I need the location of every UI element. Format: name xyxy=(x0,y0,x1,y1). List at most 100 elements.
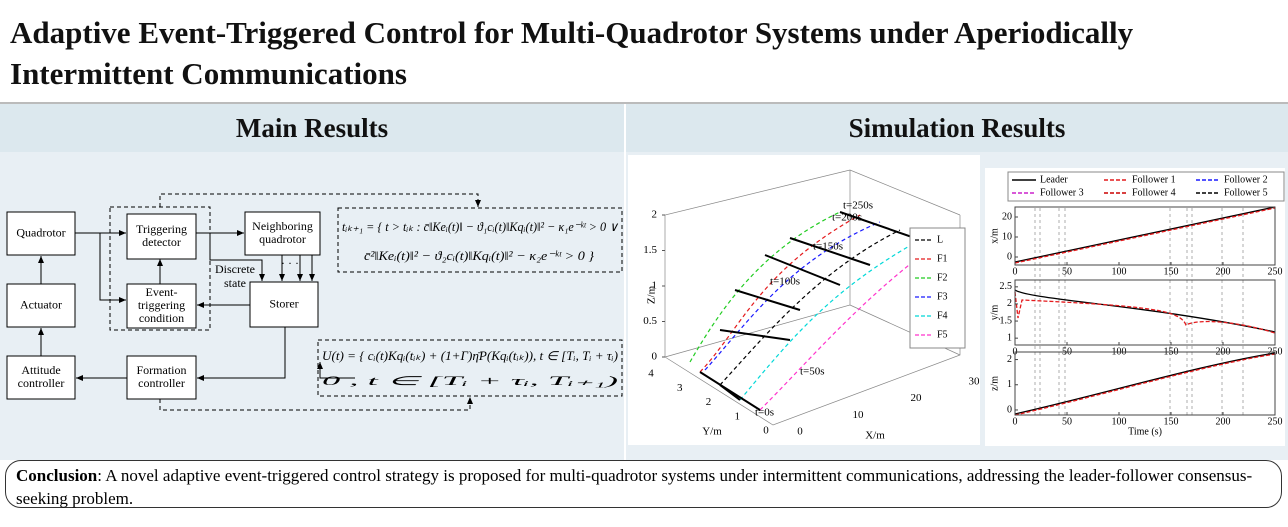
state-curves xyxy=(1014,206,1276,416)
axes xyxy=(1014,206,1276,266)
y-tick: 0 xyxy=(763,425,769,437)
event-lines xyxy=(1034,208,1244,415)
divider xyxy=(0,102,1288,104)
y-tick: 0 xyxy=(1007,251,1012,262)
legend-label: F1 xyxy=(937,253,948,264)
x-label: Time (s) xyxy=(1128,426,1162,437)
block xyxy=(126,213,197,260)
y-tick: 1.5 xyxy=(1000,315,1013,326)
x-tick: 150 xyxy=(1164,266,1179,277)
block-label: Storer xyxy=(269,296,298,310)
x-tick: 200 xyxy=(1216,416,1231,427)
axes xyxy=(1014,279,1276,346)
block-label: detector xyxy=(142,235,181,249)
legend-box xyxy=(1007,171,1285,202)
time-label: t=100s xyxy=(770,276,800,288)
axis-label: X/m xyxy=(865,430,885,442)
legend-label: Follower 1 xyxy=(1132,174,1176,185)
y-tick: 1 xyxy=(735,410,741,422)
title: Adaptive Event-Triggered Control for Mul… xyxy=(10,15,1134,91)
x-tick: 100 xyxy=(1112,416,1127,427)
y-tick: 1 xyxy=(1007,379,1012,390)
block-label: Actuator xyxy=(20,297,62,311)
x-tick: 250 xyxy=(1268,266,1283,277)
time-label: t=200s xyxy=(832,212,862,224)
y-tick: 2.5 xyxy=(1000,281,1013,292)
block xyxy=(126,283,197,329)
legend-box xyxy=(909,227,966,349)
formation-links xyxy=(699,211,936,411)
axis-label: Y/m xyxy=(702,426,722,438)
dashed xyxy=(109,193,623,411)
time-label: t=0s xyxy=(755,407,774,419)
block-label: controller xyxy=(138,376,185,390)
y-tick: 3 xyxy=(677,382,683,394)
x-tick: 0 xyxy=(797,426,803,438)
trigger-eq: tᵢₖ₊₁ = { t > tᵢₖ : c̄‖Keᵢ(t)‖ − ϑ₁cᵢ(t)… xyxy=(342,219,618,234)
y-label: z/m xyxy=(989,376,1000,391)
block xyxy=(244,211,321,256)
control-eq: 0 , t ∈ [Tᵢ + τᵢ, Tᵢ₊₁) xyxy=(322,374,618,388)
control-eq: U(t) = { cᵢ(t)Kqᵢ(tᵢₖ) + (1+Γ)η̄P(Kqᵢ(tᵢ… xyxy=(322,349,618,363)
x-tick: 150 xyxy=(1164,416,1179,427)
x-tick: 50 xyxy=(1062,416,1072,427)
legend-label: Leader xyxy=(1040,174,1068,185)
conclusion: Conclusion: A novel adaptive event-trigg… xyxy=(5,460,1282,508)
x-tick: 0 xyxy=(1013,266,1018,277)
block xyxy=(6,355,76,400)
dots: · · · xyxy=(281,256,299,270)
y-tick: 20 xyxy=(1002,211,1012,222)
axes xyxy=(1014,351,1276,416)
legend-label: Follower 5 xyxy=(1224,187,1268,198)
x-tick: 20 xyxy=(911,392,923,404)
x-tick: 0 xyxy=(1013,416,1018,427)
block-label: Triggering xyxy=(136,222,187,236)
discrete-state: Discrete xyxy=(215,262,255,276)
legend-label: L xyxy=(937,234,943,245)
block xyxy=(6,283,76,328)
arrows xyxy=(38,230,355,381)
y-tick: 1 xyxy=(1007,332,1012,343)
axis-label: Z/m xyxy=(646,285,658,304)
block-label: Formation xyxy=(137,363,187,377)
y-label: x/m xyxy=(989,228,1000,244)
y-tick: 0 xyxy=(1007,404,1012,415)
legend-label: Follower 4 xyxy=(1132,187,1176,198)
block-label: triggering xyxy=(138,298,185,312)
time-label: t=150s xyxy=(813,241,843,253)
block-label: quadrotor xyxy=(259,232,306,246)
legend-label: F4 xyxy=(937,310,948,321)
time-label: t=50s xyxy=(800,366,825,378)
z-tick: 0.5 xyxy=(643,315,657,327)
x-tick: 10 xyxy=(853,409,865,421)
block-label: Quadrotor xyxy=(16,225,65,239)
y-tick: 2 xyxy=(706,396,712,408)
z-tick: 1.5 xyxy=(643,244,657,256)
z-tick: 1 xyxy=(652,280,658,292)
x-tick: 30 xyxy=(969,375,981,387)
y-tick: 2 xyxy=(1007,298,1012,309)
x-tick: 250 xyxy=(1268,416,1283,427)
x-tick: 100 xyxy=(1112,266,1127,277)
block-label: condition xyxy=(139,311,184,325)
sim-heading: Simulation Results xyxy=(626,104,1288,152)
legend-label: F5 xyxy=(937,329,948,340)
time-label: t=250s xyxy=(843,200,873,212)
legend-label: F2 xyxy=(937,272,948,283)
block-label: Neighboring xyxy=(252,219,313,233)
conclusion-label: Conclusion xyxy=(16,466,98,485)
trigger-eq: c̄²‖Keᵢ(t)‖² − ϑ₂cᵢ(t)‖Kqᵢ(t)‖² − κ₂e⁻ᵏᵗ… xyxy=(364,248,595,263)
legend-label: Follower 2 xyxy=(1224,174,1268,185)
z-tick: 0 xyxy=(652,351,658,363)
y-tick: 2 xyxy=(1007,354,1012,365)
block xyxy=(126,355,197,400)
block-label: Attitude xyxy=(21,363,60,377)
y-tick: 4 xyxy=(648,368,654,380)
block xyxy=(249,281,319,328)
y-label: y/m xyxy=(989,305,1000,321)
plot3d-box xyxy=(664,169,961,426)
legend-label: Follower 3 xyxy=(1040,187,1084,198)
conclusion-text: : A novel adaptive event-triggered contr… xyxy=(16,466,1253,508)
